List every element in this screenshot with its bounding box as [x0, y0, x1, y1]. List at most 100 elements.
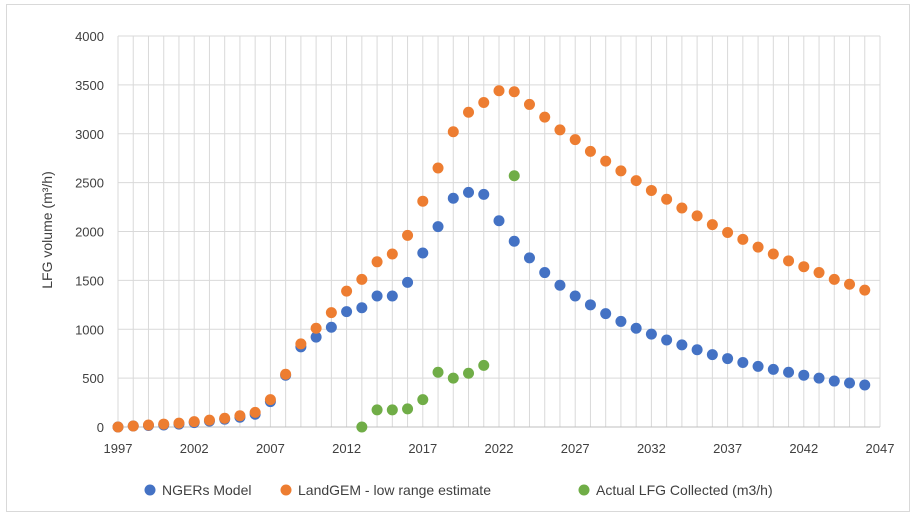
data-point — [569, 290, 581, 302]
data-point — [508, 170, 520, 182]
y-tick-label: 3500 — [75, 78, 104, 93]
y-tick-label: 1000 — [75, 322, 104, 337]
data-point — [493, 85, 505, 97]
data-point — [691, 210, 703, 222]
data-point — [676, 339, 688, 351]
data-point — [798, 369, 810, 381]
data-point — [630, 175, 642, 187]
data-point — [371, 290, 383, 302]
data-point — [722, 226, 734, 238]
series-2 — [112, 85, 871, 433]
data-point — [539, 267, 551, 279]
data-point — [523, 98, 535, 110]
data-point — [341, 306, 353, 318]
data-point — [295, 338, 307, 350]
data-point — [463, 106, 475, 118]
data-point — [706, 349, 718, 361]
data-point — [402, 276, 414, 288]
y-tick-label: 4000 — [75, 29, 104, 44]
x-tick-labels: 1997 2002 2007 2012 2017 2022 2027 2032 2037 2042… — [104, 441, 895, 456]
data-point — [706, 219, 718, 231]
x-tick-label: 2042 — [789, 441, 818, 456]
data-point — [280, 368, 292, 380]
data-point — [554, 279, 566, 291]
data-point — [447, 192, 459, 204]
data-point — [478, 188, 490, 200]
legend-label: LandGEM - low range estimate — [298, 482, 491, 498]
x-tick-label: 2037 — [713, 441, 742, 456]
data-point — [402, 229, 414, 241]
data-point — [356, 302, 368, 314]
data-point — [310, 331, 322, 343]
data-point — [645, 328, 657, 340]
x-tick-label: 2012 — [332, 441, 361, 456]
data-point — [615, 165, 627, 177]
data-point — [264, 394, 276, 406]
series-1 — [112, 186, 871, 433]
data-point — [828, 273, 840, 285]
data-point — [523, 252, 535, 264]
data-point — [783, 255, 795, 267]
x-tick-label: 2002 — [180, 441, 209, 456]
data-point — [234, 410, 246, 422]
data-point — [478, 359, 490, 371]
data-point — [584, 145, 596, 157]
data-point — [447, 372, 459, 384]
data-points — [112, 85, 871, 433]
data-point — [325, 307, 337, 319]
data-point — [432, 221, 444, 233]
data-point — [203, 414, 215, 426]
data-point — [112, 421, 124, 433]
data-point — [356, 421, 368, 433]
data-point — [432, 162, 444, 174]
x-tick-label: 2032 — [637, 441, 666, 456]
data-point — [645, 184, 657, 196]
data-point — [356, 273, 368, 285]
data-point — [158, 418, 170, 430]
data-point — [539, 111, 551, 123]
data-point — [508, 235, 520, 247]
data-point — [249, 406, 261, 418]
data-point — [615, 315, 627, 327]
data-point — [447, 126, 459, 138]
legend: NGERs Model LandGEM - low range estimate A… — [144, 482, 773, 498]
data-point — [371, 404, 383, 416]
data-point — [219, 412, 231, 424]
data-point — [859, 379, 871, 391]
y-tick-label: 0 — [97, 420, 104, 435]
data-point — [767, 363, 779, 375]
y-tick-label: 500 — [82, 371, 104, 386]
data-point — [752, 360, 764, 372]
data-point — [661, 334, 673, 346]
data-point — [600, 308, 612, 320]
legend-marker — [144, 484, 156, 496]
data-point — [844, 278, 856, 290]
data-point — [767, 248, 779, 260]
data-point — [188, 416, 200, 428]
data-point — [508, 86, 520, 98]
data-point — [600, 155, 612, 167]
y-tick-label: 3000 — [75, 127, 104, 142]
data-point — [127, 420, 139, 432]
data-point — [844, 377, 856, 389]
data-point — [386, 248, 398, 260]
data-point — [722, 353, 734, 365]
data-point — [386, 404, 398, 416]
data-point — [630, 322, 642, 334]
data-point — [173, 417, 185, 429]
y-axis-label: LFG volume (m³/h) — [39, 171, 55, 288]
data-point — [432, 366, 444, 378]
data-point — [386, 290, 398, 302]
data-point — [417, 394, 429, 406]
x-tick-label: 2047 — [866, 441, 895, 456]
data-point — [463, 186, 475, 198]
y-tick-labels: 0 500 1000 1500 2000 2500 3000 3500 4000 — [75, 29, 104, 435]
y-tick-label: 2500 — [75, 176, 104, 191]
data-point — [859, 284, 871, 296]
grid — [117, 35, 881, 428]
y-tick-label: 2000 — [75, 225, 104, 240]
data-point — [737, 356, 749, 368]
data-point — [325, 321, 337, 333]
data-point — [463, 367, 475, 379]
